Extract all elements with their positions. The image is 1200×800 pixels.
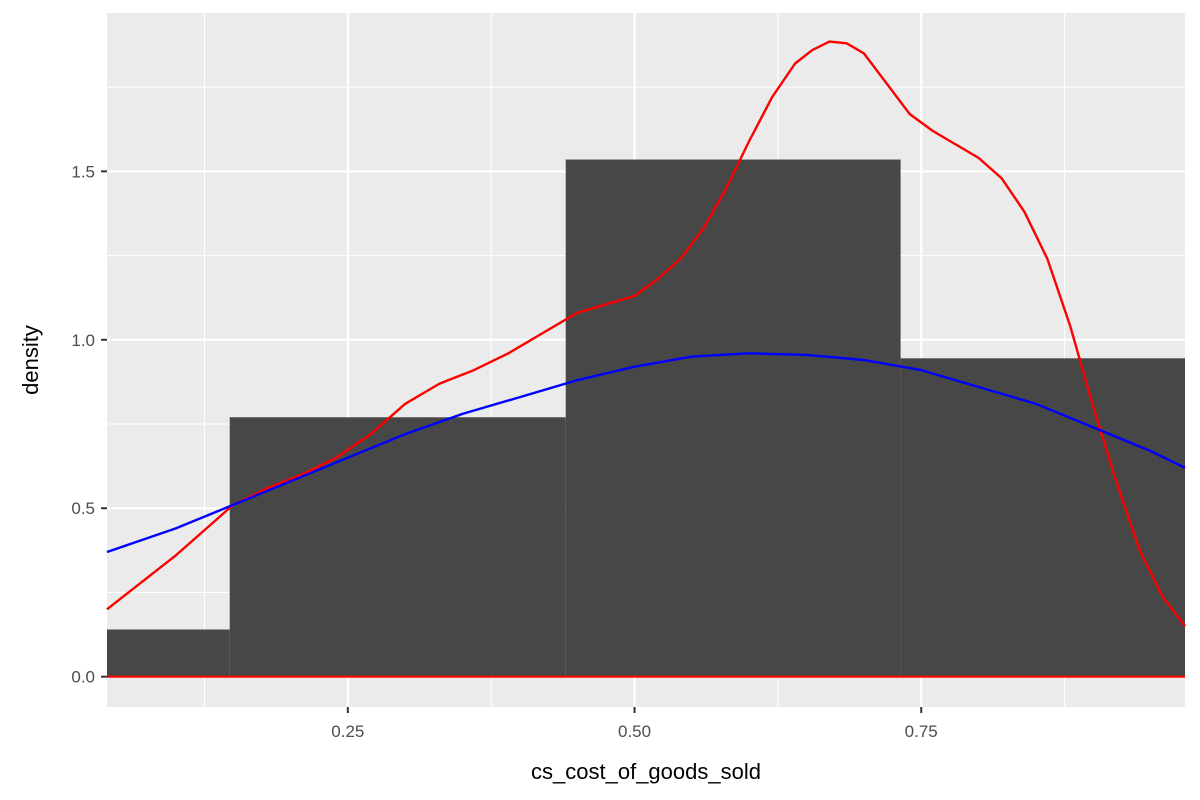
x-tick-label: 0.75 — [905, 722, 938, 741]
histogram-bar — [565, 159, 901, 677]
x-tick-label: 0.50 — [618, 722, 651, 741]
density-curve — [106, 40, 1186, 627]
histogram-bars — [107, 159, 1185, 677]
y-tick-label: 0.5 — [71, 499, 95, 518]
y-axis-title: density — [18, 325, 43, 395]
x-axis-title: cs_cost_of_goods_sold — [531, 759, 761, 784]
y-tick-label: 1.5 — [71, 162, 95, 181]
curve-lines — [106, 40, 1186, 627]
y-tick-label: 1.0 — [71, 331, 95, 350]
normal-curve — [106, 352, 1186, 554]
y-tick-label: 0.0 — [71, 668, 95, 687]
x-tick-label: 0.25 — [331, 722, 364, 741]
x-axis: 0.25 0.50 0.75 — [331, 707, 938, 741]
histogram-bar — [107, 629, 230, 677]
histogram-bar — [900, 358, 1185, 677]
histogram-bar — [229, 417, 566, 677]
y-axis: 0.0 0.5 1.0 1.5 — [71, 162, 107, 687]
